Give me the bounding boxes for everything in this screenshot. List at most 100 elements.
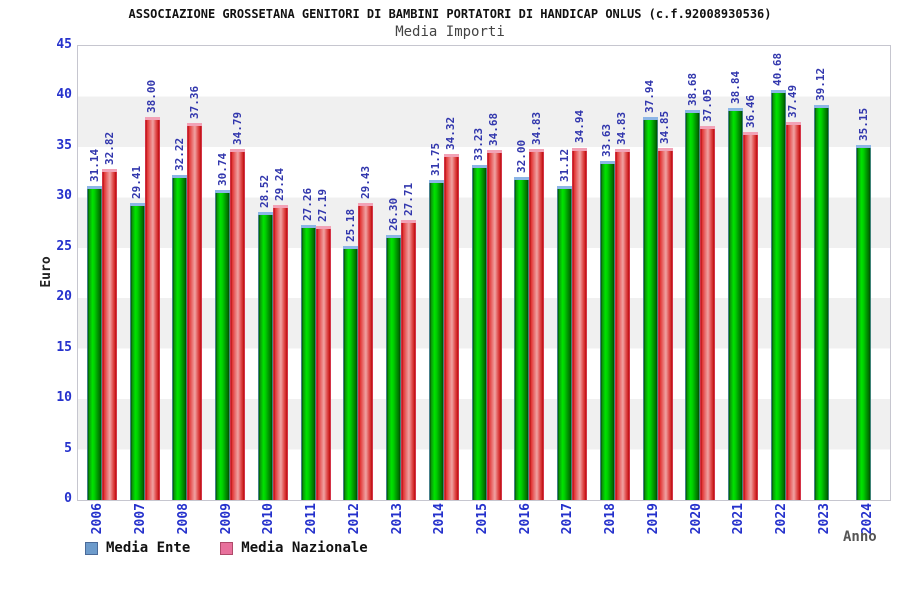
bar-value-label: 25.18	[343, 208, 357, 242]
bar-media-nazionale-2011	[315, 225, 331, 500]
bar-media-nazionale-2017	[572, 147, 588, 500]
bar-value-label: 34.68	[487, 112, 501, 147]
legend: Media Ente Media Nazionale	[85, 540, 368, 556]
x-axis-title: Anno	[843, 529, 877, 545]
bar-media-nazionale-2012	[358, 203, 374, 500]
bar-media-ente-2010	[257, 212, 273, 500]
bar-value-label: 29.41	[130, 166, 144, 200]
bar-media-nazionale-2010	[272, 205, 288, 500]
x-axis-tick-label: 2022	[774, 503, 790, 535]
bar-media-nazionale-2021	[743, 132, 759, 500]
bar-value-label: 34.83	[615, 111, 629, 145]
y-axis-tick-label: 40	[56, 87, 72, 103]
bar-value-label: 34.85	[658, 111, 672, 145]
bar-media-ente-2011	[300, 224, 316, 500]
bar-value-label: 38.84	[728, 71, 742, 105]
bar-value-label: 37.36	[187, 85, 201, 120]
bar-value-label: 32.22	[172, 137, 186, 171]
bar-value-label: 32.82	[102, 131, 116, 165]
bar-media-nazionale-2019	[657, 148, 673, 500]
bar-media-nazionale-2020	[700, 126, 716, 500]
y-axis-title: Euro	[39, 256, 54, 288]
plot-area: 31.14 32.82 29.41 38.00 32.22 37.36 30.74 34.79…	[77, 45, 891, 501]
x-axis-tick-label: 2021	[731, 503, 747, 535]
bar-value-label: 35.15	[856, 108, 870, 142]
bar-media-nazionale-2007	[144, 116, 160, 500]
y-axis-tick-label: 30	[56, 188, 72, 204]
bar-media-nazionale-2006	[102, 168, 117, 500]
x-axis-tick-label: 2018	[603, 503, 619, 535]
bar-value-label: 40.68	[771, 52, 785, 86]
bar-media-nazionale-2015	[486, 150, 502, 500]
legend-item-media-nazionale: Media Nazionale	[220, 540, 368, 556]
bar-media-ente-2018	[599, 160, 615, 500]
bar-media-nazionale-2008	[187, 123, 203, 500]
bar-media-nazionale-2009	[230, 149, 246, 500]
bar-value-label: 33.63	[600, 123, 614, 157]
bar-value-label: 27.26	[301, 187, 315, 221]
y-axis-tick-label: 45	[56, 37, 72, 52]
bar-value-label: 29.43	[358, 165, 372, 200]
x-axis-tick-label: 2023	[816, 503, 832, 535]
bar-media-ente-2020	[685, 109, 701, 500]
bar-media-nazionale-2018	[614, 148, 630, 500]
bar-media-ente-2006	[87, 185, 102, 500]
bar-value-label: 32.00	[514, 140, 528, 174]
x-axis-tick-label: 2016	[517, 503, 533, 535]
legend-item-media-ente: Media Ente	[85, 540, 190, 556]
bar-media-nazionale-2016	[529, 148, 545, 500]
legend-swatch-media-nazionale	[220, 541, 234, 555]
bar-media-ente-2021	[728, 108, 744, 500]
chart-title: ASSOCIAZIONE GROSSETANA GENITORI DI BAMB…	[128, 7, 772, 21]
bar-value-label: 34.79	[230, 111, 244, 145]
bar-value-label: 31.12	[557, 148, 571, 183]
legend-label-media-nazionale: Media Nazionale	[241, 540, 368, 556]
bar-value-label: 38.68	[685, 72, 699, 106]
y-axis-tick-label: 35	[56, 137, 72, 153]
bar-media-ente-2023	[813, 105, 829, 500]
bar-media-ente-2008	[172, 174, 188, 500]
bar-media-nazionale-2022	[785, 121, 801, 500]
chart-subtitle: Media Importi	[395, 24, 505, 40]
bar-value-label: 38.00	[145, 79, 159, 113]
bar-value-label: 29.24	[273, 167, 287, 201]
x-axis-tick-label: 2015	[475, 503, 490, 535]
y-axis-tick-label: 0	[64, 491, 72, 506]
bar-value-label: 37.49	[786, 84, 800, 118]
bar-media-ente-2019	[642, 117, 658, 500]
x-axis-tick-label: 2019	[645, 503, 661, 535]
bar-value-label: 36.46	[743, 95, 757, 129]
x-axis-tick-label: 2017	[560, 503, 576, 535]
legend-swatch-media-ente	[85, 541, 98, 555]
bar-media-nazionale-2013	[401, 220, 417, 500]
bar-media-ente-2014	[428, 179, 444, 500]
y-axis-tick-label: 25	[56, 238, 72, 254]
bar-media-ente-2024	[856, 145, 872, 500]
bar-value-label: 37.05	[700, 89, 714, 123]
bar-value-label: 33.23	[472, 127, 486, 161]
bar-value-label: 26.30	[386, 197, 400, 231]
bar-media-ente-2016	[514, 177, 530, 500]
bar-value-label: 27.19	[316, 188, 330, 222]
x-axis-tick-label: 2014	[432, 503, 448, 535]
bar-value-label: 34.83	[529, 111, 543, 145]
bar-value-label: 37.94	[643, 80, 657, 114]
x-axis-tick-label: 2020	[688, 503, 704, 535]
y-axis-tick-label: 10	[56, 390, 72, 406]
y-axis-tick-label: 5	[64, 440, 72, 456]
y-axis-tick-label: 15	[56, 339, 72, 355]
bar-media-ente-2017	[557, 186, 573, 500]
bar-value-label: 31.75	[429, 142, 443, 176]
bar-media-ente-2022	[770, 89, 786, 500]
bar-media-ente-2013	[386, 234, 402, 500]
bar-value-label: 31.14	[87, 148, 101, 182]
bar-value-label: 30.74	[215, 152, 229, 186]
legend-label-media-ente: Media Ente	[106, 540, 191, 556]
bar-media-ente-2012	[343, 245, 359, 500]
y-axis-tick-label: 20	[56, 289, 72, 305]
bar-media-nazionale-2014	[443, 153, 459, 500]
bar-value-label: 34.94	[572, 110, 586, 144]
bar-value-label: 27.71	[401, 183, 415, 217]
bar-value-label: 39.12	[814, 68, 828, 102]
